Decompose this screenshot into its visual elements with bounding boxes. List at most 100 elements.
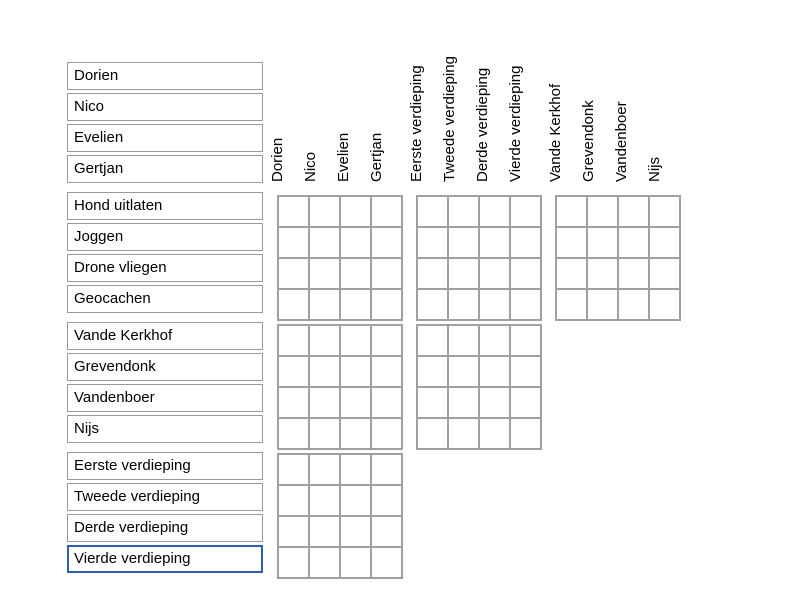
row-label-drone-vliegen[interactable]: Drone vliegen: [67, 254, 263, 282]
grid-cell[interactable]: [511, 259, 542, 290]
grid-cell[interactable]: [372, 326, 403, 357]
grid-cell[interactable]: [310, 290, 341, 321]
grid-cell[interactable]: [341, 517, 372, 548]
row-label-tweede-verdieping[interactable]: Tweede verdieping: [67, 483, 263, 511]
grid-cell[interactable]: [511, 326, 542, 357]
grid-cell[interactable]: [449, 419, 480, 450]
grid-cell[interactable]: [449, 259, 480, 290]
grid-cell[interactable]: [480, 357, 511, 388]
grid-cell[interactable]: [650, 259, 681, 290]
row-label-derde-verdieping[interactable]: Derde verdieping: [67, 514, 263, 542]
grid-cell[interactable]: [310, 388, 341, 419]
row-label-vierde-verdieping[interactable]: Vierde verdieping: [67, 545, 263, 573]
grid-cell[interactable]: [480, 259, 511, 290]
grid-cell[interactable]: [588, 197, 619, 228]
grid-cell[interactable]: [650, 290, 681, 321]
grid-cell[interactable]: [279, 290, 310, 321]
grid-cell[interactable]: [372, 486, 403, 517]
row-label-evelien[interactable]: Evelien: [67, 124, 263, 152]
grid-cell[interactable]: [619, 228, 650, 259]
grid-cell[interactable]: [418, 259, 449, 290]
grid-cell[interactable]: [557, 259, 588, 290]
grid-cell[interactable]: [588, 228, 619, 259]
grid-cell[interactable]: [310, 228, 341, 259]
grid-cell[interactable]: [372, 455, 403, 486]
row-label-dorien[interactable]: Dorien: [67, 62, 263, 90]
grid-cell[interactable]: [310, 259, 341, 290]
grid-cell[interactable]: [372, 290, 403, 321]
grid-cell[interactable]: [588, 290, 619, 321]
grid-cell[interactable]: [449, 290, 480, 321]
row-label-geocachen[interactable]: Geocachen: [67, 285, 263, 313]
grid-cell[interactable]: [310, 197, 341, 228]
grid-cell[interactable]: [418, 290, 449, 321]
grid-cell[interactable]: [279, 517, 310, 548]
grid-cell[interactable]: [418, 326, 449, 357]
grid-cell[interactable]: [511, 388, 542, 419]
grid-cell[interactable]: [480, 388, 511, 419]
grid-cell[interactable]: [480, 290, 511, 321]
grid-cell[interactable]: [279, 357, 310, 388]
row-label-grevendonk[interactable]: Grevendonk: [67, 353, 263, 381]
grid-cell[interactable]: [341, 455, 372, 486]
grid-cell[interactable]: [279, 455, 310, 486]
grid-cell[interactable]: [619, 197, 650, 228]
grid-cell[interactable]: [279, 388, 310, 419]
grid-cell[interactable]: [341, 419, 372, 450]
grid-cell[interactable]: [279, 548, 310, 579]
grid-cell[interactable]: [279, 259, 310, 290]
grid-cell[interactable]: [372, 548, 403, 579]
grid-cell[interactable]: [310, 486, 341, 517]
grid-cell[interactable]: [372, 197, 403, 228]
grid-cell[interactable]: [619, 259, 650, 290]
grid-cell[interactable]: [279, 326, 310, 357]
grid-cell[interactable]: [341, 259, 372, 290]
grid-cell[interactable]: [418, 419, 449, 450]
grid-cell[interactable]: [449, 326, 480, 357]
grid-block-1-0[interactable]: [277, 324, 403, 450]
grid-block-0-0[interactable]: [277, 195, 403, 321]
grid-cell[interactable]: [418, 197, 449, 228]
grid-cell[interactable]: [650, 228, 681, 259]
grid-cell[interactable]: [449, 388, 480, 419]
grid-cell[interactable]: [557, 290, 588, 321]
row-label-gertjan[interactable]: Gertjan: [67, 155, 263, 183]
grid-cell[interactable]: [511, 290, 542, 321]
grid-cell[interactable]: [372, 259, 403, 290]
grid-cell[interactable]: [480, 419, 511, 450]
grid-cell[interactable]: [511, 197, 542, 228]
grid-cell[interactable]: [310, 548, 341, 579]
grid-cell[interactable]: [418, 357, 449, 388]
grid-cell[interactable]: [418, 388, 449, 419]
grid-cell[interactable]: [341, 326, 372, 357]
grid-block-0-1[interactable]: [416, 195, 542, 321]
grid-cell[interactable]: [650, 197, 681, 228]
grid-block-2-0[interactable]: [277, 453, 403, 579]
grid-cell[interactable]: [557, 197, 588, 228]
grid-cell[interactable]: [310, 455, 341, 486]
grid-cell[interactable]: [557, 228, 588, 259]
grid-cell[interactable]: [480, 228, 511, 259]
grid-cell[interactable]: [341, 228, 372, 259]
grid-cell[interactable]: [449, 228, 480, 259]
grid-cell[interactable]: [449, 357, 480, 388]
grid-cell[interactable]: [588, 259, 619, 290]
grid-cell[interactable]: [372, 228, 403, 259]
grid-cell[interactable]: [310, 419, 341, 450]
grid-cell[interactable]: [341, 290, 372, 321]
grid-cell[interactable]: [279, 197, 310, 228]
grid-cell[interactable]: [511, 357, 542, 388]
grid-cell[interactable]: [480, 326, 511, 357]
grid-cell[interactable]: [418, 228, 449, 259]
row-label-joggen[interactable]: Joggen: [67, 223, 263, 251]
grid-cell[interactable]: [279, 228, 310, 259]
grid-cell[interactable]: [372, 517, 403, 548]
row-label-eerste-verdieping[interactable]: Eerste verdieping: [67, 452, 263, 480]
row-label-nijs[interactable]: Nijs: [67, 415, 263, 443]
grid-cell[interactable]: [372, 419, 403, 450]
grid-cell[interactable]: [372, 357, 403, 388]
grid-cell[interactable]: [310, 326, 341, 357]
grid-cell[interactable]: [310, 517, 341, 548]
grid-cell[interactable]: [341, 357, 372, 388]
grid-cell[interactable]: [372, 388, 403, 419]
